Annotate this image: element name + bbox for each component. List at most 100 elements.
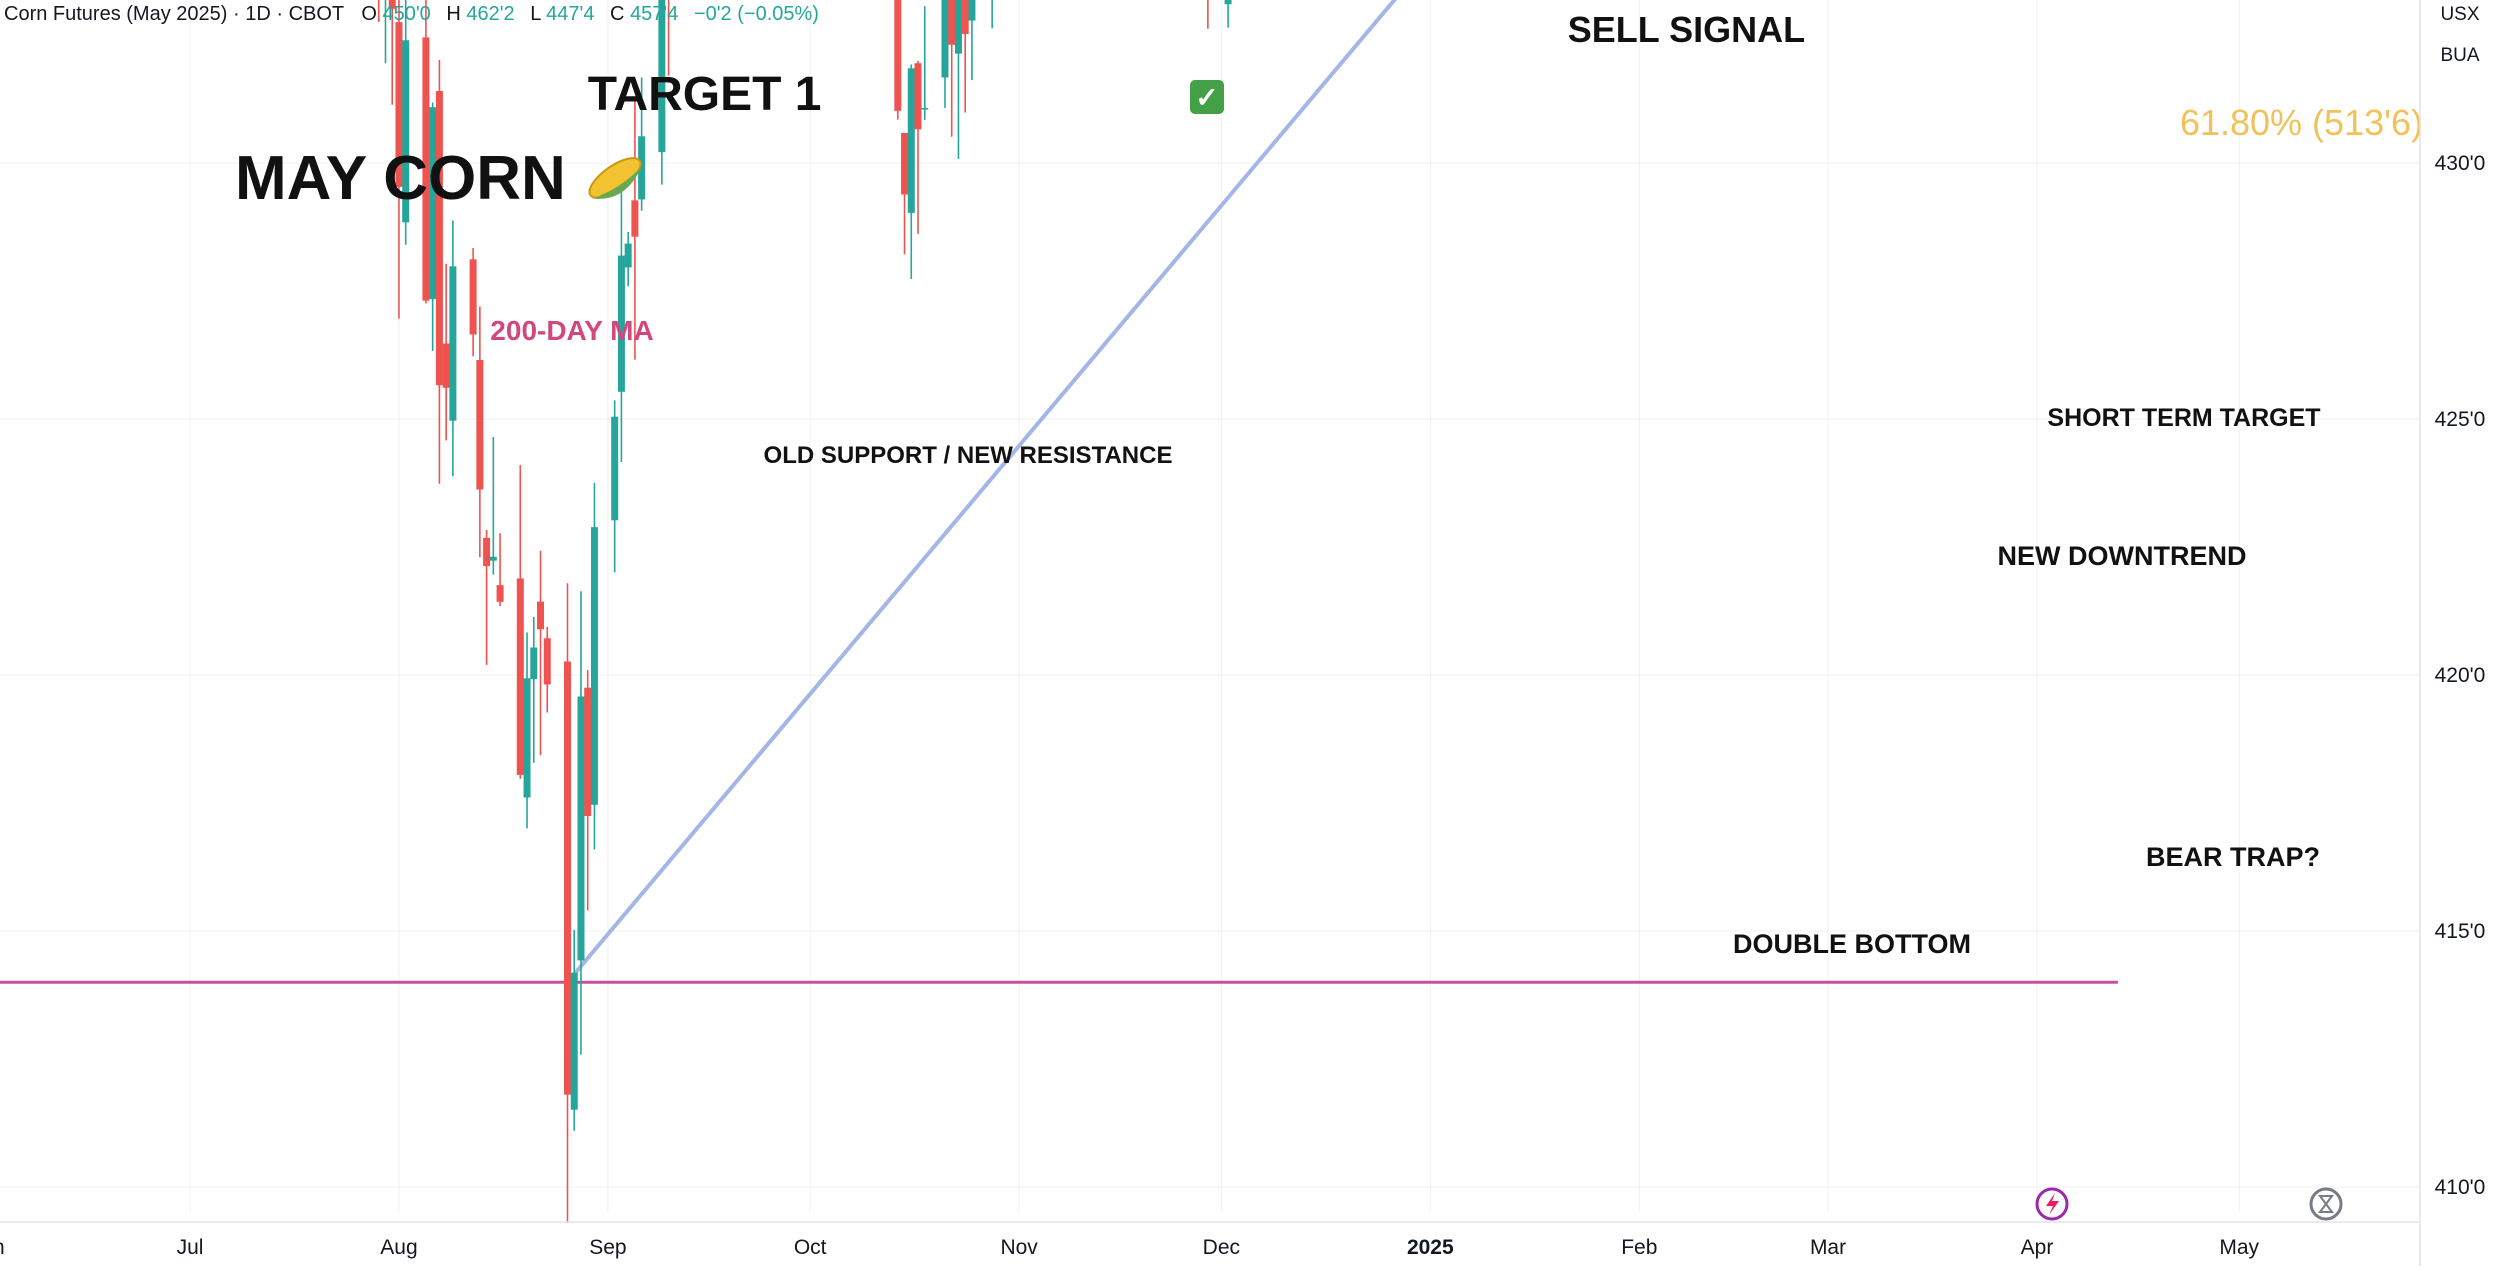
candle <box>624 232 632 287</box>
y-tick-label: 430'0 <box>2435 152 2486 175</box>
candle <box>496 533 504 607</box>
corn-leaf <box>592 166 642 199</box>
check-box <box>1190 80 1224 114</box>
candle-body <box>948 0 956 45</box>
candle <box>543 626 551 713</box>
annotation-text-layer: SELL SIGNAL TARGET 1 ✓ MAY CORN 200-DAY MA OL… <box>235 9 2423 959</box>
candle <box>442 263 450 441</box>
candle-body <box>914 63 922 130</box>
candle <box>537 550 545 756</box>
candle <box>667 0 670 76</box>
candle-body <box>577 696 585 961</box>
x-tick-label: Jun <box>0 1236 5 1259</box>
candle <box>907 64 915 280</box>
candle-body <box>530 647 538 680</box>
replay-hourglass-icon[interactable] <box>2309 1187 2343 1221</box>
chart-legend[interactable]: Corn Futures (May 2025) · 1D · CBOT O 45… <box>4 3 819 25</box>
candle <box>1207 0 1209 29</box>
x-tick-label: Sep <box>589 1236 626 1259</box>
candle <box>563 583 571 1224</box>
candle <box>402 0 410 245</box>
currency-label[interactable]: USX <box>2440 4 2479 25</box>
legend-high-label: H <box>446 3 460 25</box>
candle <box>422 0 430 304</box>
x-tick-label: Aug <box>380 1236 417 1259</box>
ma200-label: 200-DAY MA <box>490 315 653 346</box>
candle-body <box>921 108 929 110</box>
old-support-label: OLD SUPPORT / NEW RESISTANCE <box>764 442 1173 469</box>
candle <box>1224 0 1232 28</box>
legend-high: 462'2 <box>466 3 514 25</box>
sell-signal-label: SELL SIGNAL <box>1568 9 1805 50</box>
candle-body <box>1224 0 1232 5</box>
candle <box>914 61 922 234</box>
candle <box>948 0 956 137</box>
candle <box>638 77 646 211</box>
candle-body <box>590 527 598 805</box>
x-tick-label: Feb <box>1621 1236 1657 1259</box>
lightning-icon[interactable] <box>2035 1187 2069 1221</box>
candle <box>941 0 949 108</box>
candle <box>968 0 976 81</box>
double-bottom-label: DOUBLE BOTTOM <box>1733 929 1971 959</box>
candle <box>483 529 491 665</box>
x-tick-label: Oct <box>794 1236 827 1259</box>
candle <box>590 482 598 850</box>
fib-level-label: 61.80% (513'6) <box>2180 102 2423 143</box>
candle-body <box>611 416 619 521</box>
check-mark: ✓ <box>1195 82 1218 113</box>
short-term-target-label: SHORT TERM TARGET <box>2047 404 2320 432</box>
legend-change: −0'2 (−0.05%) <box>694 3 819 25</box>
candle <box>617 185 625 463</box>
y-tick-label: 420'0 <box>2435 664 2486 687</box>
candle <box>476 306 484 558</box>
corn-cob <box>588 157 642 199</box>
candle-body <box>537 601 545 630</box>
candle <box>631 99 639 360</box>
legend-open-label: O <box>361 3 377 25</box>
candle <box>489 436 497 575</box>
legend-symbol: Corn Futures (May 2025) <box>4 3 227 25</box>
candle-body <box>388 0 396 9</box>
candle-body <box>476 360 484 490</box>
candle <box>449 220 457 477</box>
candle <box>991 0 993 29</box>
candle-body <box>584 687 592 816</box>
y-tick-label: 410'0 <box>2435 1176 2486 1199</box>
levels-layer <box>0 980 2118 984</box>
candle <box>577 591 585 1055</box>
candle <box>384 0 387 64</box>
candle-body <box>894 0 902 111</box>
candles-layer[interactable] <box>0 0 2061 1224</box>
legend-interval: 1D <box>245 3 271 25</box>
candle <box>469 248 477 357</box>
candle-body <box>543 638 551 685</box>
candle <box>894 0 902 120</box>
unit-label[interactable]: BUA <box>2440 45 2479 66</box>
candle-body <box>941 0 949 78</box>
target-check-icon: ✓ <box>1190 80 1224 114</box>
new-downtrend-label: NEW DOWNTREND <box>1998 541 2247 571</box>
legend-low-label: L <box>530 3 541 25</box>
x-tick-label: Apr <box>2021 1236 2054 1259</box>
x-tick-label: May <box>2219 1236 2259 1259</box>
candle <box>921 6 929 120</box>
candle-body <box>449 266 457 421</box>
candle <box>530 616 538 763</box>
trendlines-layer <box>565 0 1397 984</box>
legend-low: 447'4 <box>546 3 594 25</box>
legend-exchange: CBOT <box>289 3 344 25</box>
main-title: MAY CORN <box>235 144 566 213</box>
candle-body <box>395 22 403 187</box>
candle-body <box>469 259 477 335</box>
candle-body <box>961 0 969 34</box>
candle-body <box>638 136 646 200</box>
candle-body <box>483 537 491 567</box>
candle <box>954 0 962 159</box>
candle-body <box>624 243 632 268</box>
candle-body <box>907 68 915 213</box>
candle <box>961 0 969 113</box>
